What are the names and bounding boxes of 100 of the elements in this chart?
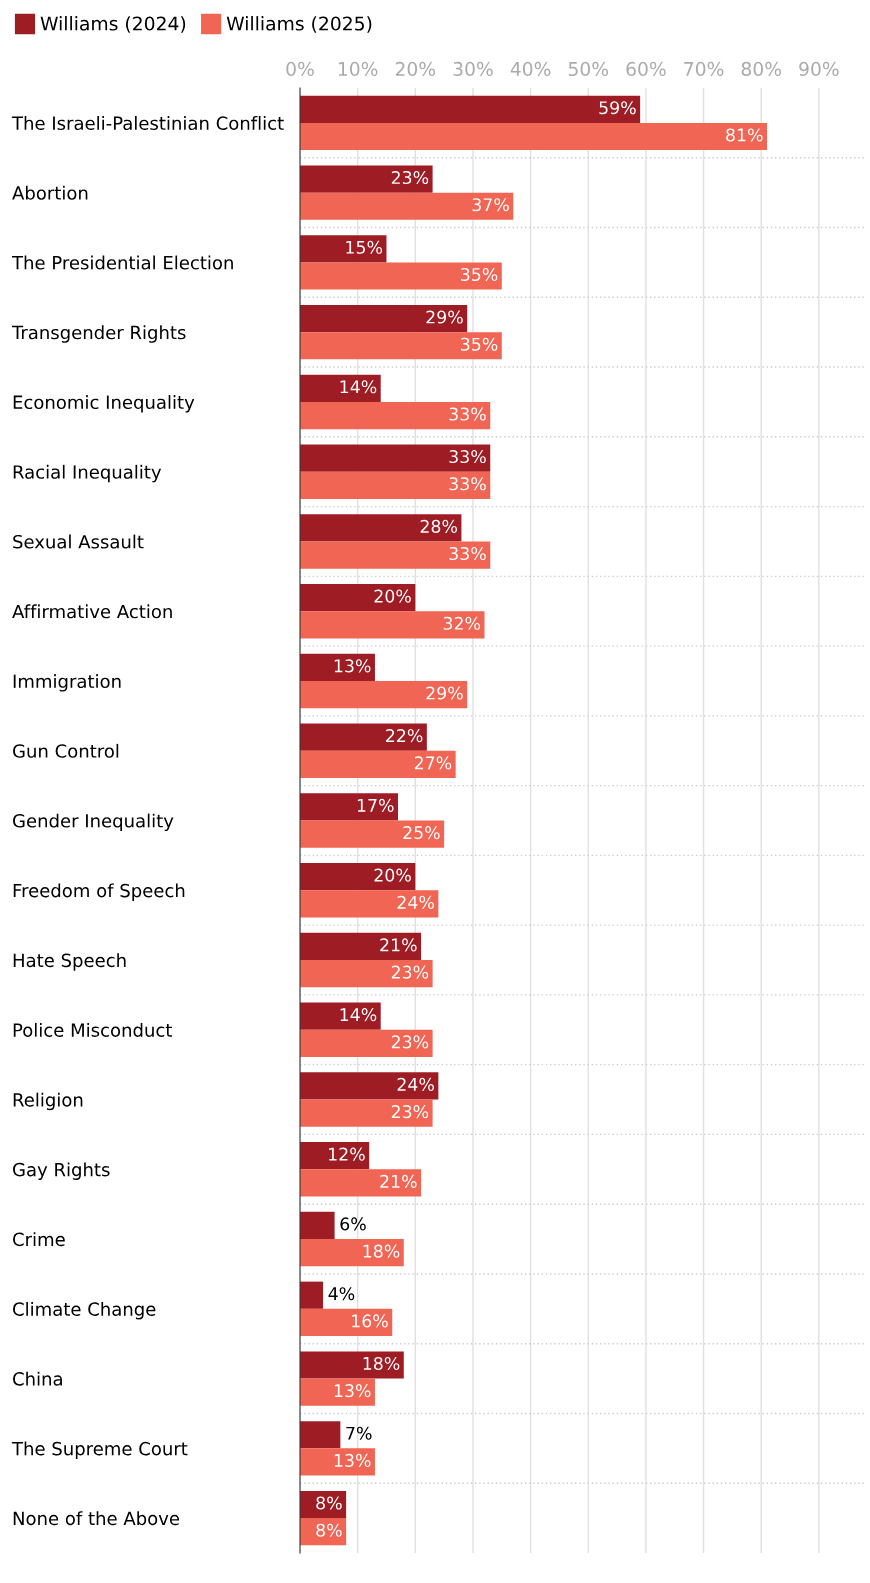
bar [300,1002,381,1030]
bar [300,122,767,151]
data-label: 24% [397,1077,434,1091]
bar [300,1308,393,1337]
bar [300,1448,375,1476]
data-label: 8% [316,1496,342,1510]
x-tick-label: 70% [684,61,724,77]
bar [300,680,468,709]
x-tick-label: 60% [626,61,666,77]
bar [300,890,439,918]
data-label: 20% [374,589,411,603]
y-tick-label: Transgender Rights [11,325,186,343]
y-tick-label: Racial Inequality [13,464,162,483]
bar [300,1351,404,1379]
y-tick-label: Gay Rights [13,1162,110,1180]
data-label: 16% [352,1314,388,1328]
bar [300,960,433,988]
y-tick-label: Police Misconduct [13,1022,172,1037]
x-tick-label: 0% [286,61,314,77]
bar [300,1099,433,1127]
bar [300,165,433,193]
bar [300,514,462,542]
bar [300,1211,335,1240]
bar [300,793,399,821]
y-tick-label: Climate Change [13,1301,156,1320]
bar [300,611,485,639]
y-tick-label: The Presidential Election [11,255,233,270]
bar [300,304,468,333]
y-tick-label: Hate Speech [13,953,126,971]
data-label: 6% [340,1217,366,1231]
y-tick-label: None of the Above [13,1511,180,1526]
bar [300,653,375,681]
data-label: 23% [391,1035,429,1049]
data-label: 12% [329,1147,365,1161]
x-tick-label: 30% [453,61,493,77]
bar [300,192,514,220]
bar [300,820,445,848]
data-label: 29% [426,310,463,324]
x-tick-label: 10% [338,61,378,77]
y-tick-label: Affirmative Action [12,604,172,619]
data-label: 35% [461,337,498,351]
x-tick-label: 20% [395,61,436,77]
data-label: 27% [414,756,452,770]
data-label: 35% [461,267,498,282]
data-label: 21% [380,938,417,952]
data-label: 14% [340,380,377,394]
data-label: 25% [403,826,440,840]
bar [300,401,491,430]
bar [300,374,381,402]
data-label: 20% [374,868,411,882]
bar [300,750,456,778]
bar [300,584,416,612]
bar [300,95,641,123]
y-tick-label: Economic Inequality [13,395,195,413]
data-label: 59% [599,101,636,115]
data-label: 28% [420,519,458,533]
data-label: 13% [334,1453,371,1467]
data-label: 33% [449,449,486,464]
legend-label: Williams (2025) [226,16,372,33]
data-label: 21% [380,1174,417,1188]
y-tick-label: Sexual Assault [13,534,144,549]
data-label: 32% [443,616,481,630]
data-label: 13% [334,659,371,673]
data-label: 17% [357,798,394,812]
data-label: 37% [472,198,509,212]
data-label: 33% [449,477,486,491]
bar [300,1142,370,1170]
bar [300,332,502,360]
data-label: 8% [316,1523,342,1537]
bar [300,1378,375,1406]
x-tick-label: 50% [568,61,609,77]
bar [300,723,427,751]
y-tick-label: Immigration [13,674,121,692]
bar [300,1281,324,1309]
data-label: 23% [391,170,429,185]
y-tick-label: Gun Control [13,743,119,758]
x-tick-label: 90% [799,61,839,77]
data-label: 14% [340,1008,377,1022]
data-label: 22% [386,729,423,743]
bar [300,932,422,961]
data-label: 7% [346,1426,372,1440]
data-label: 33% [449,546,486,561]
data-label: 81% [726,128,763,142]
data-label: 15% [346,240,383,254]
bar [300,863,416,891]
bar [300,471,491,499]
bar [300,541,491,569]
y-tick-label: Crime [13,1232,65,1247]
x-tick-label: 40% [510,61,551,77]
x-tick-label: 80% [741,61,782,77]
data-label: 33% [449,407,486,421]
y-tick-label: Gender Inequality [13,813,174,832]
bar [300,444,491,472]
data-label: 29% [426,686,463,700]
bar [300,262,502,290]
y-tick-label: Abortion [12,185,88,200]
y-tick-label: The Israeli-Palestinian Conflict [11,116,284,130]
bar [300,1239,404,1267]
legend-label: Williams (2024) [40,16,186,33]
data-label: 23% [391,1105,429,1119]
